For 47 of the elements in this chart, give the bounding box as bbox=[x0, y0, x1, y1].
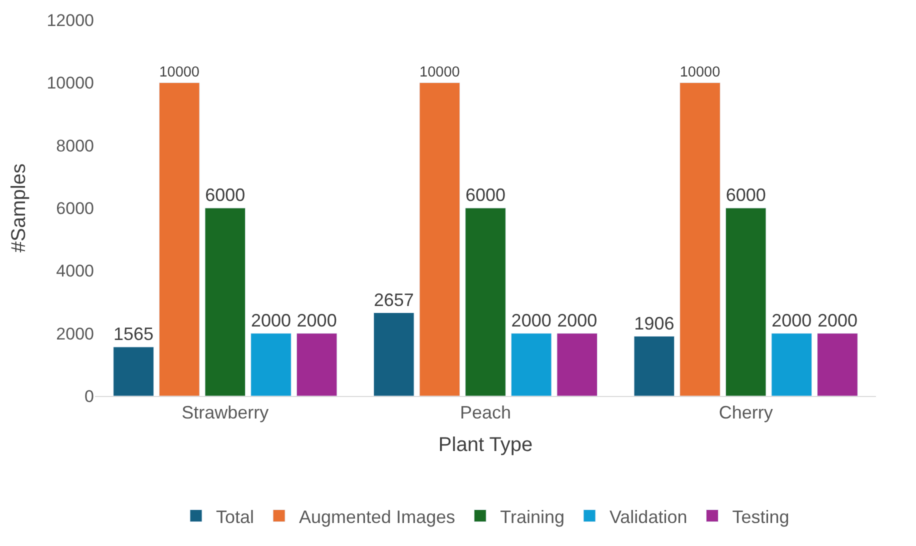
data-label: 10000 bbox=[159, 64, 200, 80]
data-label: 1906 bbox=[634, 313, 674, 334]
bar bbox=[465, 208, 506, 396]
y-axis-title: #Samples bbox=[8, 164, 30, 252]
data-label: 6000 bbox=[205, 185, 246, 205]
data-label: 6000 bbox=[726, 185, 766, 205]
x-axis-title: Plant Type bbox=[438, 434, 533, 456]
legend-label: Total bbox=[216, 506, 254, 527]
bar bbox=[725, 208, 766, 396]
legend-label: Validation bbox=[610, 506, 688, 527]
bar bbox=[158, 82, 200, 396]
x-tick-label: Peach bbox=[460, 402, 512, 423]
legend-label: Augmented Images bbox=[299, 506, 456, 527]
data-label: 2657 bbox=[374, 290, 414, 310]
data-label: 2000 bbox=[557, 310, 598, 330]
y-tick-label: 2000 bbox=[56, 324, 94, 344]
data-label: 2000 bbox=[250, 310, 292, 330]
x-tick-label: Strawberry bbox=[182, 402, 269, 423]
legend-label: Testing bbox=[732, 506, 790, 527]
data-label: 2000 bbox=[817, 310, 858, 330]
bar bbox=[419, 82, 460, 396]
data-label: 2000 bbox=[511, 310, 552, 330]
y-tick-label: 8000 bbox=[56, 136, 94, 156]
bar bbox=[204, 208, 246, 396]
bar bbox=[634, 336, 675, 396]
y-tick-label: 0 bbox=[84, 386, 94, 406]
bar bbox=[250, 333, 292, 396]
legend-label: Training bbox=[500, 506, 564, 527]
x-tick-label: Cherry bbox=[718, 402, 773, 423]
data-label: 2000 bbox=[296, 310, 337, 330]
bar bbox=[296, 333, 338, 396]
bar bbox=[373, 312, 414, 396]
bar bbox=[817, 333, 858, 396]
data-label: 10000 bbox=[680, 64, 720, 80]
data-label: 1565 bbox=[114, 324, 154, 344]
data-label: 10000 bbox=[420, 64, 460, 80]
bar bbox=[680, 82, 720, 396]
bar bbox=[771, 333, 812, 396]
y-tick-label: 4000 bbox=[56, 262, 94, 281]
bar bbox=[113, 346, 154, 396]
bar bbox=[556, 333, 598, 396]
bar bbox=[510, 333, 552, 396]
y-tick-label: 6000 bbox=[56, 198, 94, 218]
y-tick-label: 12000 bbox=[46, 10, 94, 30]
data-label: 6000 bbox=[465, 185, 506, 205]
y-tick-label: 10000 bbox=[46, 74, 94, 93]
data-label: 2000 bbox=[772, 310, 812, 330]
